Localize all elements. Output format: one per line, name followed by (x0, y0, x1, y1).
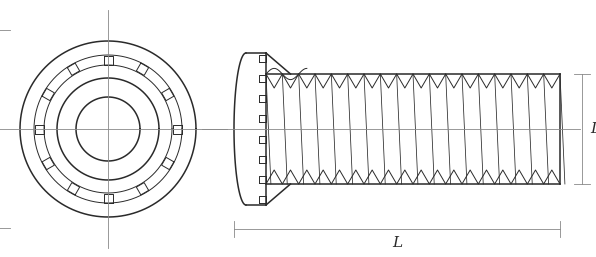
Text: D: D (590, 122, 596, 136)
Text: L: L (392, 236, 402, 250)
